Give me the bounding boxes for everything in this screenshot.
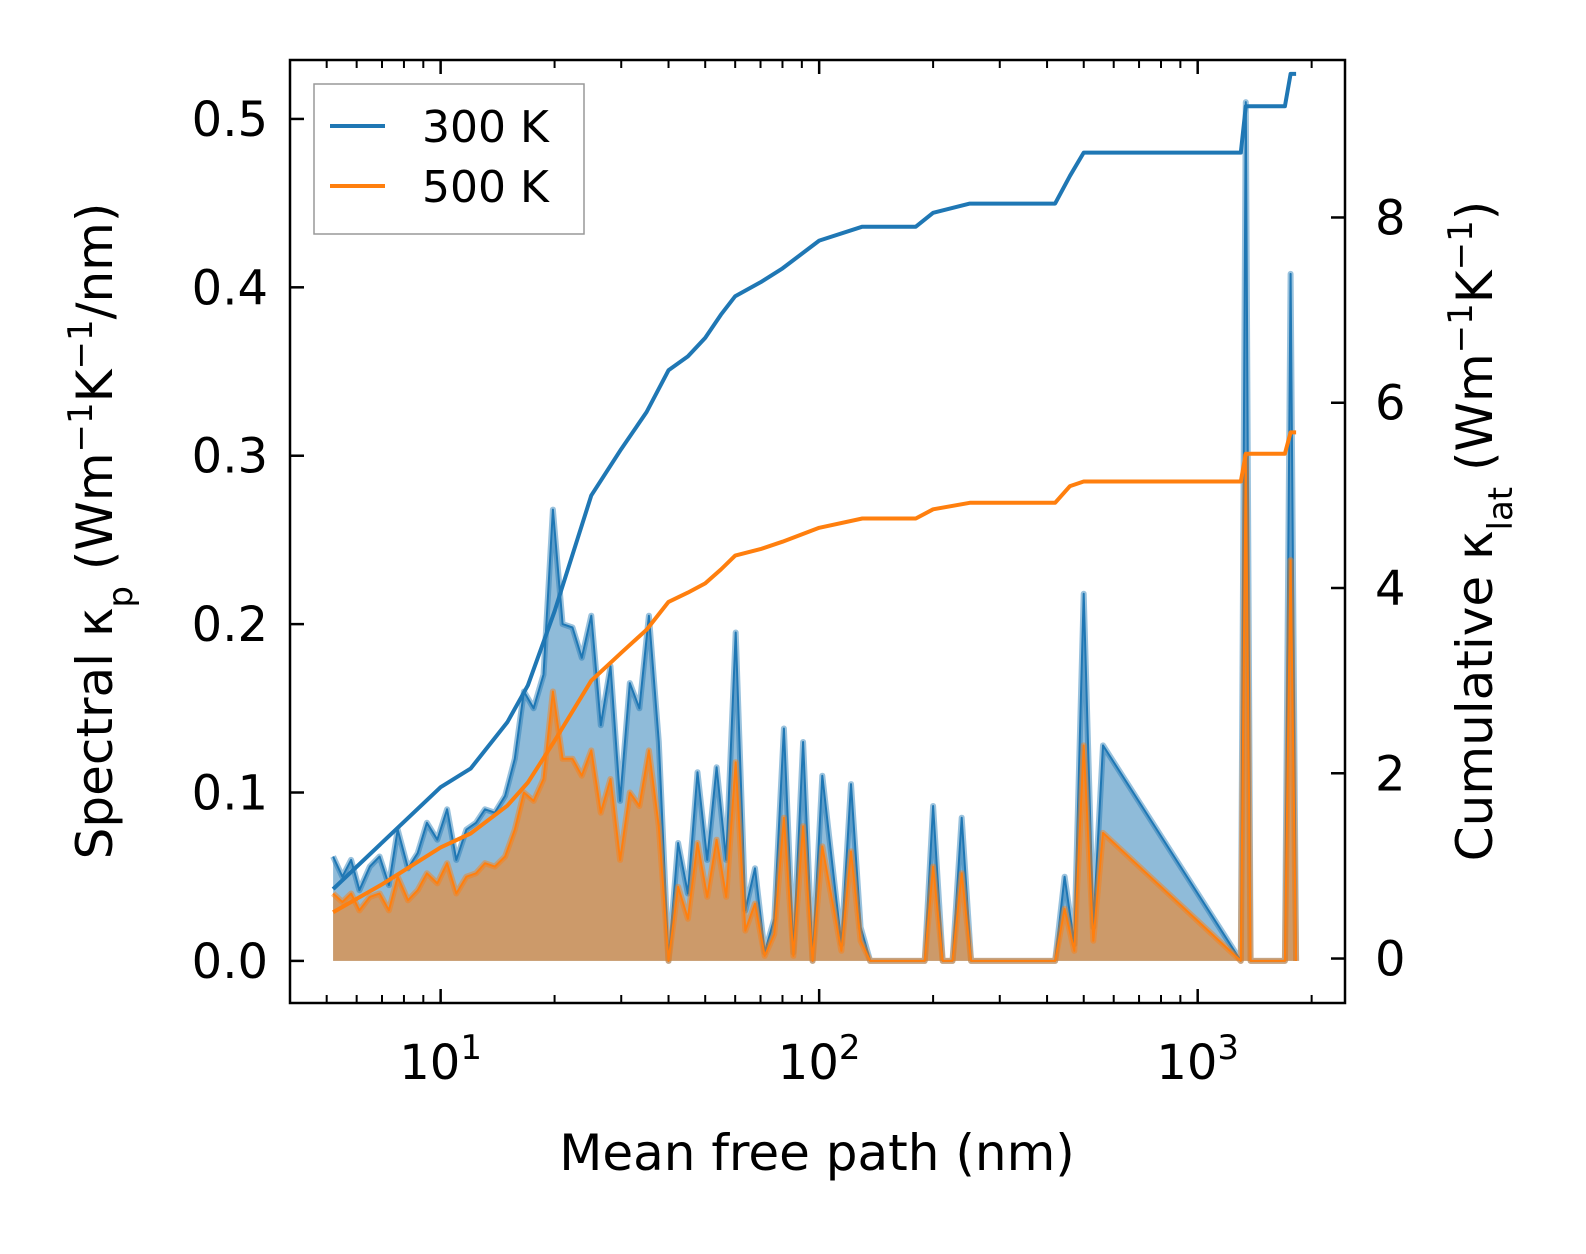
y-right-tick-label: 2 (1375, 746, 1406, 802)
x-tick-label: 102 (778, 1028, 861, 1091)
axes-frame (288, 58, 1347, 1005)
y-left-tick-label: 0.5 (192, 92, 268, 148)
y-left-tick-label: 0.1 (192, 766, 268, 822)
spectral-fill-500k (333, 455, 1297, 961)
y-right-tick-label: 0 (1375, 932, 1406, 988)
spectral-line-core-300k (332, 101, 1298, 962)
cumulative-line-500k (332, 430, 1297, 914)
y-right-tick-label: 6 (1375, 376, 1406, 432)
plot-area (330, 71, 1300, 964)
spectral-line-core-500k (332, 454, 1298, 962)
spectral-fill-300k (333, 102, 1297, 961)
cumulative-line-300k (331, 71, 1297, 891)
y-left-tick-label: 0.0 (192, 934, 268, 990)
legend-label-500k: 500 K (422, 162, 550, 213)
y-right-tick-label: 4 (1375, 561, 1406, 617)
legend-frame (313, 83, 585, 235)
y-right-tick-label: 8 (1375, 190, 1406, 246)
legend: 300 K 500 K (313, 83, 585, 235)
axis-ticks: 101 102 103 0.0 0.1 0.2 0.3 0.4 0.5 0 2 4 6 8 (192, 60, 1406, 1091)
x-tick-label: 103 (1156, 1028, 1239, 1091)
x-tick-label: 101 (399, 1028, 482, 1091)
x-axis-title: Mean free path (nm) (559, 1124, 1075, 1182)
legend-label-300k: 300 K (422, 102, 550, 153)
y-axis-title-left: Spectral κp (Wm−1K−1/nm) (61, 203, 141, 860)
y-axis-title-right: Cumulative κlat (Wm−1K−1) (1441, 201, 1521, 861)
y-left-tick-label: 0.3 (192, 429, 268, 485)
y-left-tick-label: 0.4 (192, 260, 268, 316)
y-left-tick-label: 0.2 (192, 597, 268, 653)
